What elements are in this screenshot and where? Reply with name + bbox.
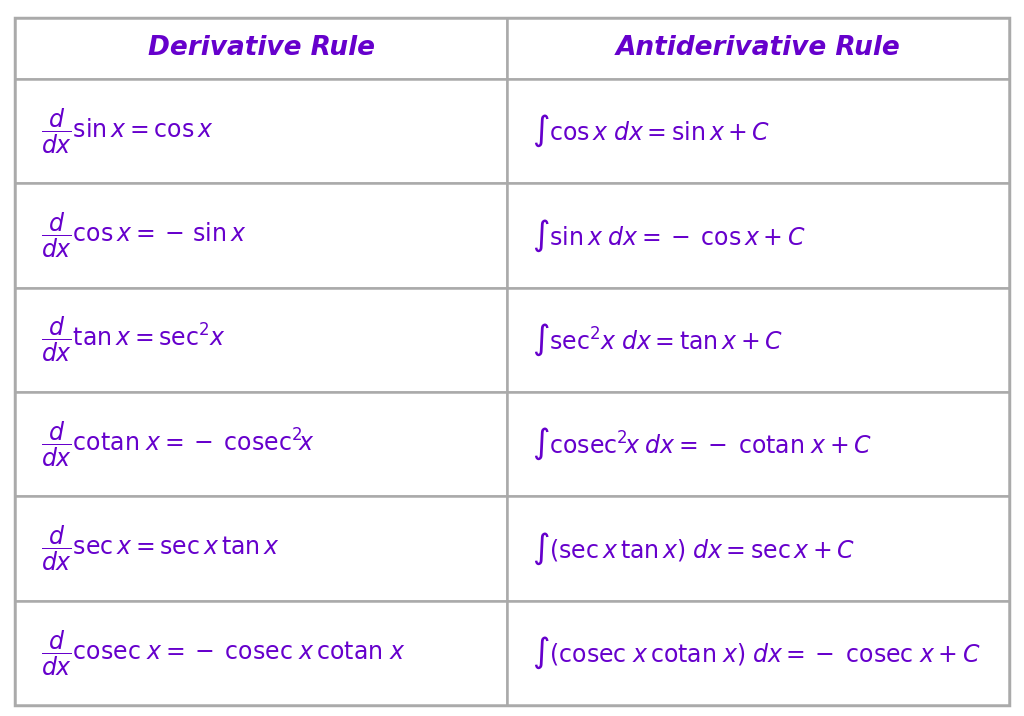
Bar	[507, 392, 1009, 496]
Text: $\int \sin x\; dx = -\;\cos x + C$: $\int \sin x\; dx = -\;\cos x + C$	[532, 217, 806, 253]
Text: Antiderivative Rule: Antiderivative Rule	[615, 35, 900, 62]
Bar	[15, 183, 507, 288]
Bar	[15, 79, 507, 183]
Bar	[15, 601, 507, 705]
Text: $\dfrac{d}{dx}\cos x = -\,\sin x$: $\dfrac{d}{dx}\cos x = -\,\sin x$	[41, 211, 246, 260]
Text: $\int \mathrm{cosec}^2\!x\; dx = -\;\mathrm{cotan}\; x + C$: $\int \mathrm{cosec}^2\!x\; dx = -\;\mat…	[532, 426, 872, 463]
Bar	[507, 496, 1009, 601]
Bar	[15, 392, 507, 496]
Bar	[15, 288, 507, 392]
Bar	[507, 79, 1009, 183]
Text: $\dfrac{d}{dx}\tan x = \sec^2\!x$: $\dfrac{d}{dx}\tan x = \sec^2\!x$	[41, 315, 226, 364]
Bar	[507, 601, 1009, 705]
Text: $\dfrac{d}{dx}\sec x = \sec x\,\tan x$: $\dfrac{d}{dx}\sec x = \sec x\,\tan x$	[41, 524, 280, 574]
Bar	[507, 288, 1009, 392]
Bar	[507, 183, 1009, 288]
Text: $\int (\sec x\,\tan x)\; dx = \sec x + C$: $\int (\sec x\,\tan x)\; dx = \sec x + C…	[532, 531, 856, 567]
Text: $\int (\mathrm{cosec}\; x\,\mathrm{cotan}\; x)\; dx = -\;\mathrm{cosec}\; x + C$: $\int (\mathrm{cosec}\; x\,\mathrm{cotan…	[532, 635, 981, 671]
Text: Derivative Rule: Derivative Rule	[147, 35, 375, 62]
Bar	[507, 18, 1009, 79]
Text: $\int \sec^2\!x\; dx = \tan x + C$: $\int \sec^2\!x\; dx = \tan x + C$	[532, 321, 783, 358]
Text: $\dfrac{d}{dx}\mathrm{cosec}\; x = -\;\mathrm{cosec}\; x\,\mathrm{cotan}\; x$: $\dfrac{d}{dx}\mathrm{cosec}\; x = -\;\m…	[41, 629, 406, 678]
Bar	[15, 496, 507, 601]
Bar	[15, 18, 507, 79]
Text: $\int \cos x\; dx = \sin x + C$: $\int \cos x\; dx = \sin x + C$	[532, 113, 771, 149]
Text: $\dfrac{d}{dx}\mathrm{cotan}\; x = -\;\mathrm{cosec}^2\!x$: $\dfrac{d}{dx}\mathrm{cotan}\; x = -\;\m…	[41, 420, 315, 469]
Text: $\dfrac{d}{dx}\sin x = \cos x$: $\dfrac{d}{dx}\sin x = \cos x$	[41, 106, 213, 155]
